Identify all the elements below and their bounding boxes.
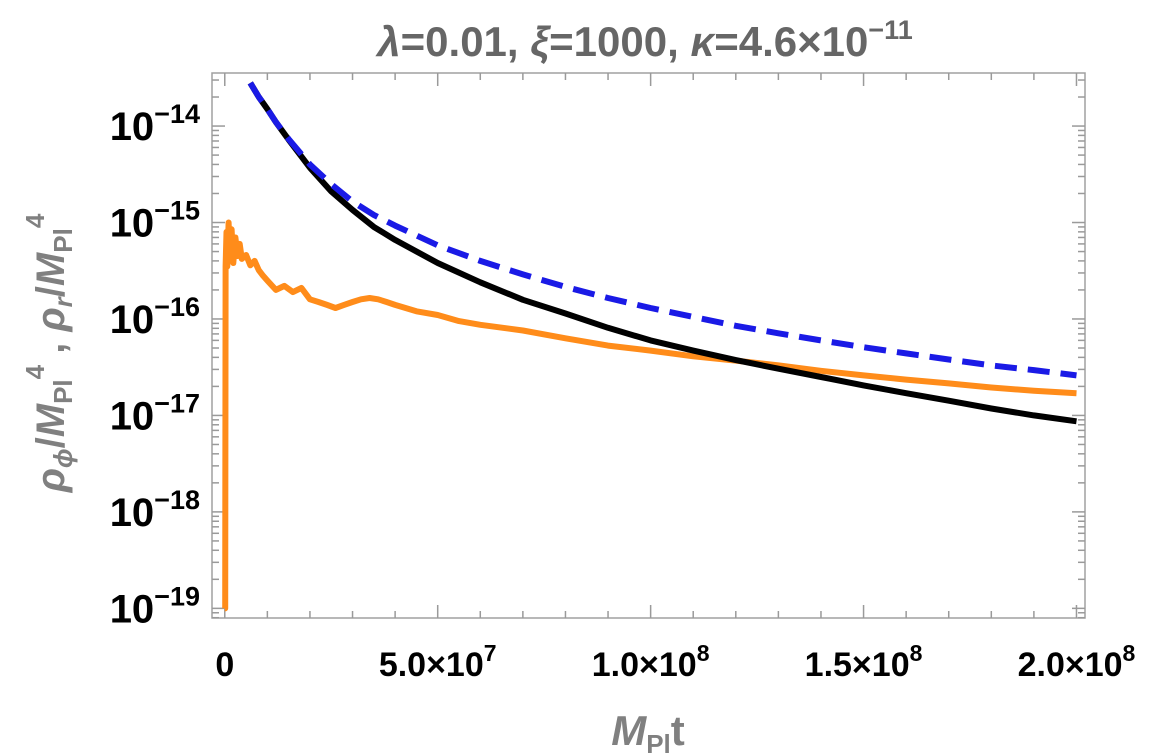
x-axis-label-sub: Pl [646,729,671,755]
x-tick-label-3: 1.5×108 [805,640,923,684]
title-xi-value: =1000, [549,18,690,65]
y-label-pl-1: Pl [48,379,78,404]
y-label-m-1: M [29,402,73,437]
y-tick-exponent: −19 [154,581,200,611]
x-axis-label: MPlt [611,707,685,755]
y-tick-exponent: −14 [154,99,200,129]
y-tick-exponent: −18 [154,485,200,515]
x-tick-mantissa: 1.0×10 [592,646,697,684]
y-tick-base: 10 [110,202,155,246]
plot-frame [211,72,1086,619]
x-tick-exponent: 8 [1123,640,1136,666]
series-layer [222,81,1077,612]
y-label-sep: , [29,332,73,365]
y-label-pow-1: 4 [20,364,50,379]
x-tick-mantissa: 0 [215,646,234,684]
x-axis-label-m: M [611,707,647,754]
series-line-2 [222,219,1077,612]
x-tick-labels: 0 5.0×107 1.0×108 1.5×108 2.0×108 [215,640,1135,684]
y-tick-base: 10 [110,105,155,149]
series-line-1 [247,81,1077,379]
y-label-rho-2: ρ [29,307,73,332]
title-lambda-value: =0.01, [401,18,531,65]
x-tick-label-2: 1.0×108 [592,640,710,684]
y-label-rho-1: ρ [29,468,73,493]
title-kappa-symbol: κ [690,18,716,65]
x-tick-exponent: 7 [484,640,497,666]
ticks-layer [212,73,1085,619]
y-tick-exponent: −16 [154,292,200,322]
title-kappa-exponent: −11 [868,15,912,45]
x-tick-mantissa: 2.0×10 [1018,646,1123,684]
y-tick-label-5: 10−19 [110,581,200,631]
title-xi-symbol: ξ [530,18,551,65]
y-label-r-sub: r [48,295,78,307]
x-tick-label-0: 0 [215,646,234,684]
y-label-slash-2: / [29,286,73,297]
x-tick-mantissa: 5.0×10 [379,646,484,684]
y-tick-label-2: 10−16 [110,292,200,342]
y-tick-base: 10 [110,394,155,438]
y-tick-label-0: 10−14 [110,99,200,149]
y-tick-label-4: 10−18 [110,485,200,535]
y-tick-exponent: −15 [154,196,200,226]
y-label-phi-sub: ϕ [48,448,78,468]
y-tick-label-1: 10−15 [110,196,200,246]
x-tick-label-1: 5.0×107 [379,640,497,684]
chart-title: λ=0.01, ξ=1000, κ=4.6×10−11 [375,15,912,65]
y-tick-base: 10 [110,298,155,342]
title-lambda-symbol: λ [375,18,400,65]
y-tick-exponent: −17 [154,388,200,418]
y-axis-label: ρϕ/MPl4 , ρr/MPl4 [20,213,78,493]
y-tick-base: 10 [110,491,155,535]
title-kappa-value: =4.6×10 [714,18,868,65]
series-line-0 [247,81,1077,425]
y-label-pow-2: 4 [20,213,50,228]
x-axis-label-t: t [671,707,685,754]
y-tick-base: 10 [110,587,155,631]
y-label-m-2: M [29,251,73,286]
x-tick-exponent: 8 [697,640,710,666]
x-tick-mantissa: 1.5×10 [805,646,910,684]
x-tick-label-4: 2.0×108 [1018,640,1136,684]
y-tick-label-3: 10−17 [110,388,200,438]
y-label-slash-1: / [29,437,73,448]
x-tick-exponent: 8 [910,640,923,666]
y-label-pl-2: Pl [48,228,78,253]
